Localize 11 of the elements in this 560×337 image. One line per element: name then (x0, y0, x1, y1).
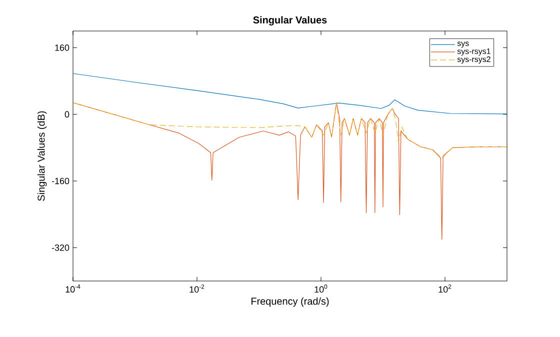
y-tick-label: 160 (55, 44, 70, 51)
y-tick-label: 0 (64, 111, 70, 118)
y-axis-title: Singular Values (dB) (37, 111, 47, 201)
chart-title: Singular Values (253, 16, 327, 26)
x-tick-label: 10$^{-4}$ (66, 284, 80, 293)
y-tick-label: -160 (52, 178, 70, 184)
x-tick-label: 10$^{-2}$ (190, 284, 204, 293)
x-axis-title: Frequency (rad/s) (252, 297, 329, 307)
y-tick-label: -320 (52, 244, 70, 251)
x-tick-label: 10$^{0}$ (314, 284, 328, 293)
x-tick-label: 10$^{2}$ (438, 284, 452, 293)
